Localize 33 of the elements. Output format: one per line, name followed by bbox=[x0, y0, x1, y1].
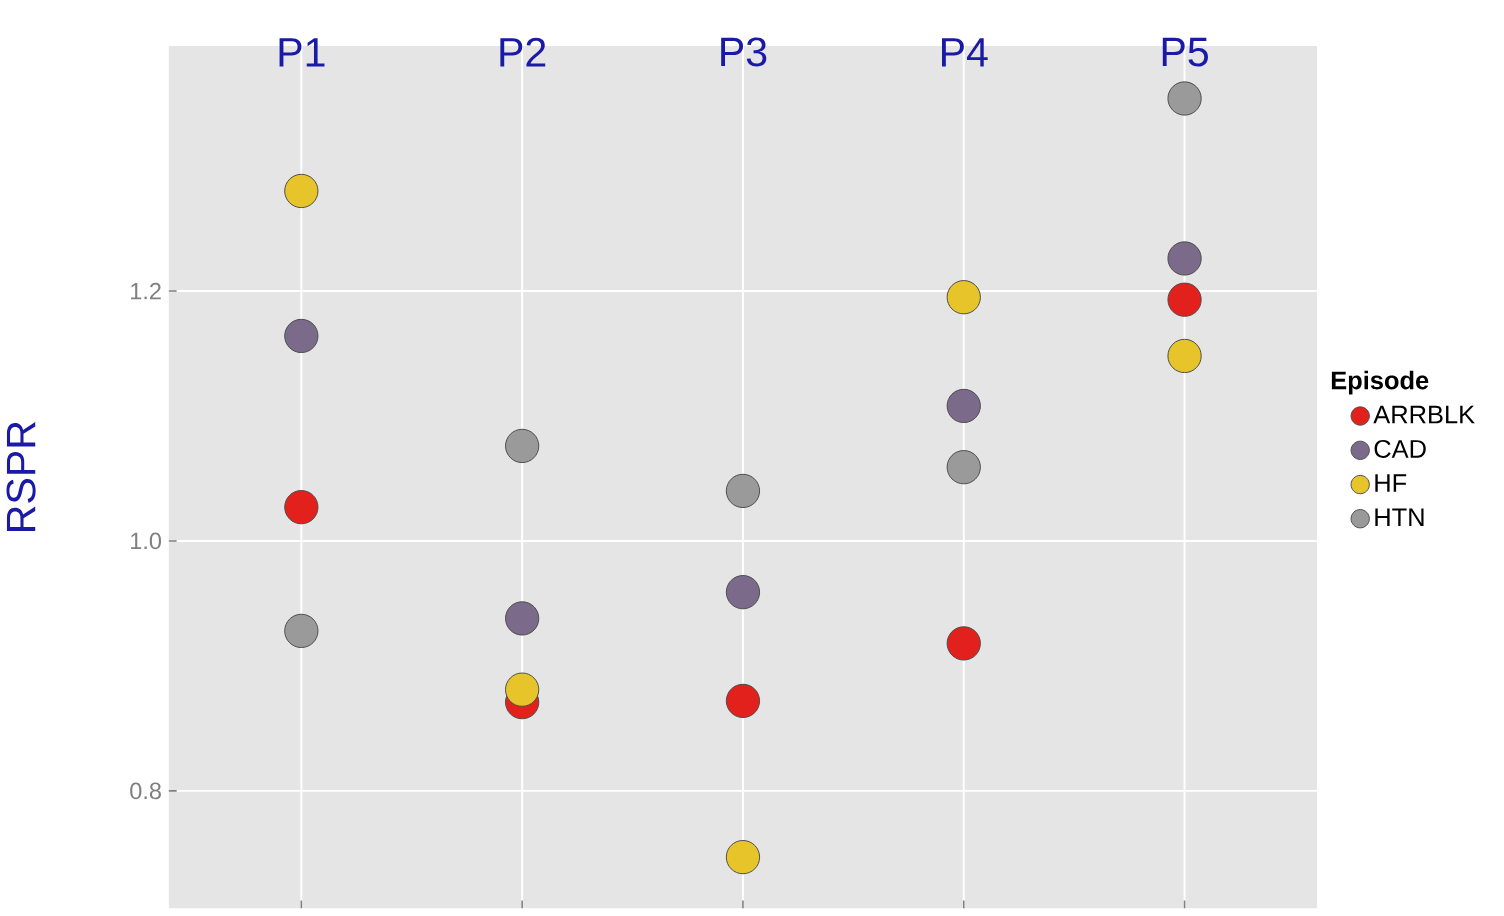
point bbox=[284, 318, 319, 353]
point bbox=[725, 683, 761, 718]
point bbox=[946, 279, 981, 315]
x-tick-label: P3 bbox=[721, 37, 767, 67]
x-tick-label: P1 bbox=[279, 38, 325, 67]
x-tick-label: P2 bbox=[500, 37, 546, 67]
y-axis-title: RSPR bbox=[6, 421, 36, 531]
legend-label: HF bbox=[1375, 474, 1407, 492]
point bbox=[505, 428, 540, 463]
legend-title: Episode bbox=[1331, 370, 1429, 395]
point bbox=[725, 574, 761, 610]
point bbox=[725, 473, 761, 508]
y-tick-label: 1.2 bbox=[131, 282, 161, 300]
point bbox=[284, 173, 319, 209]
y-tick-label: 0.8 bbox=[130, 782, 161, 800]
legend-label: HTN bbox=[1375, 508, 1424, 526]
y-tick-label: 1.0 bbox=[131, 532, 162, 550]
point bbox=[1167, 81, 1202, 116]
x-tick-label: P5 bbox=[1162, 37, 1208, 67]
point bbox=[284, 489, 319, 525]
point bbox=[946, 388, 981, 423]
point bbox=[1167, 282, 1202, 317]
point bbox=[1167, 338, 1202, 373]
legend-label: ARRBLK bbox=[1373, 405, 1475, 424]
point bbox=[284, 613, 319, 648]
point bbox=[505, 672, 540, 707]
point bbox=[1167, 241, 1202, 276]
point bbox=[725, 839, 761, 875]
point bbox=[505, 601, 540, 636]
point bbox=[946, 449, 981, 485]
legend-label: CAD bbox=[1374, 439, 1426, 458]
x-tick-label: P4 bbox=[941, 38, 988, 67]
point bbox=[946, 626, 981, 661]
